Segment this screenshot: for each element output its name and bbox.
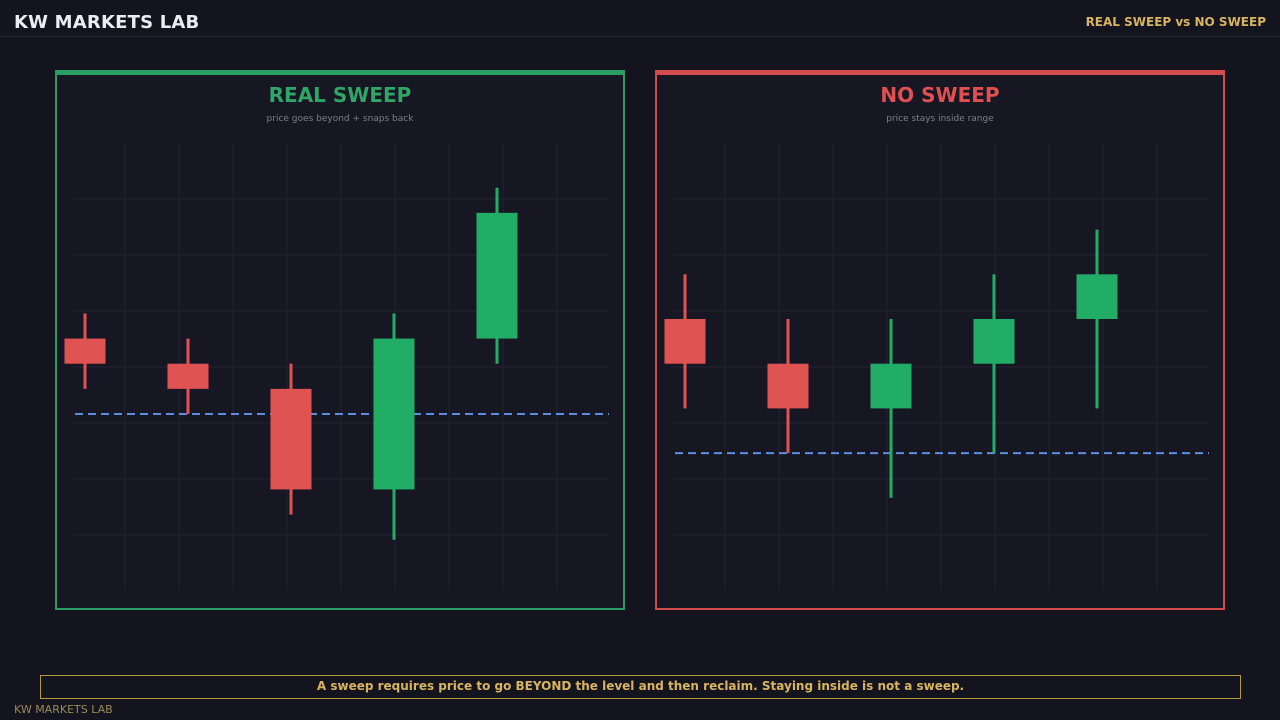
footer-note: A sweep requires price to go BEYOND the … [40,675,1241,699]
bearish-candle [664,274,706,409]
candle-body [167,363,209,389]
candle-body [270,388,312,490]
bearish-candle [64,313,106,389]
candle-wick [1095,229,1099,409]
panel-subtitle: price stays inside range [886,114,994,124]
candle-body [476,212,518,339]
bullish-candle [476,187,518,364]
no-sweep-panel: NO SWEEP price stays inside range [655,70,1225,610]
footer-brand: KW MARKETS LAB [14,703,113,716]
real-sweep-chart [64,143,609,590]
panel-title: NO SWEEP [880,83,1000,107]
grid [73,143,609,590]
brand-title: KW MARKETS LAB [14,12,200,33]
candle-body [973,319,1015,364]
app-header: KW MARKETS LAB REAL SWEEP vs NO SWEEP [0,0,1280,37]
candle-body [870,363,912,409]
real-sweep-panel: REAL SWEEP price goes beyond + snaps bac… [55,70,625,610]
bearish-candle [167,338,209,414]
header-tagline: REAL SWEEP vs NO SWEEP [1085,15,1266,29]
bearish-candle [767,319,809,454]
candle-body [664,319,706,364]
candle-body [373,338,415,490]
panel-subtitle: price goes beyond + snaps back [266,114,414,124]
panel-title: REAL SWEEP [268,83,412,107]
bullish-candle [1076,229,1118,409]
bullish-candle [373,313,415,540]
grid [673,143,1209,590]
candle-body [64,338,106,364]
candle-body [1076,274,1118,320]
bullish-candle [973,274,1015,454]
bearish-candle [270,363,312,515]
candle-body [767,363,809,409]
bullish-candle [870,319,912,498]
no-sweep-chart [664,143,1209,590]
